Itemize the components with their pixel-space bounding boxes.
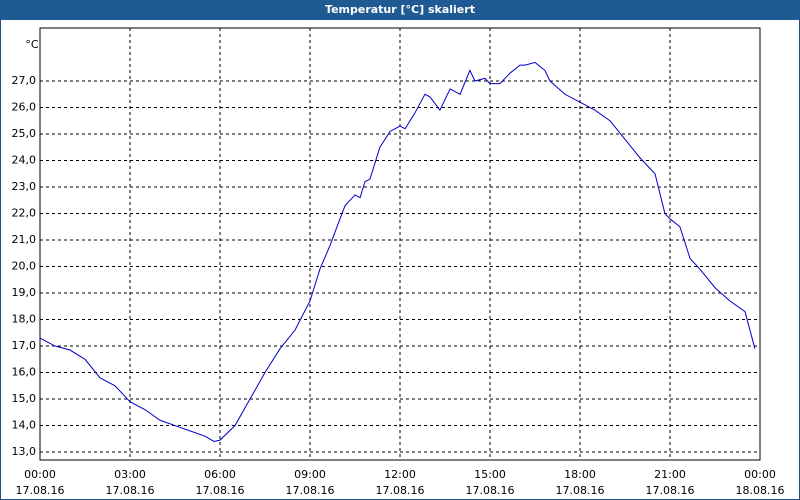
x-tick-date: 17.08.16 bbox=[16, 484, 65, 497]
x-tick-date: 17.08.16 bbox=[646, 484, 695, 497]
y-tick-label: 17,0 bbox=[12, 339, 37, 352]
y-tick-label: 23,0 bbox=[12, 180, 37, 193]
y-tick-label: 16,0 bbox=[12, 366, 37, 379]
x-tick-label: 18:00 bbox=[564, 468, 596, 481]
y-tick-label: 25,0 bbox=[12, 127, 37, 140]
x-tick-date: 17.08.16 bbox=[466, 484, 515, 497]
y-tick-label: 13,0 bbox=[12, 445, 37, 458]
data-line bbox=[39, 61, 756, 442]
y-tick-label: 15,0 bbox=[12, 392, 37, 405]
y-axis-label: °C bbox=[25, 38, 39, 51]
plot-frame bbox=[39, 27, 761, 461]
y-tick-label: 14,0 bbox=[12, 419, 37, 432]
x-tick-date: 18.08.16 bbox=[736, 484, 785, 497]
x-tick-label: 15:00 bbox=[474, 468, 506, 481]
y-tick-label: 21,0 bbox=[12, 233, 37, 246]
y-tick-label: 20,0 bbox=[12, 260, 37, 273]
x-tick-label: 00:00 bbox=[744, 468, 776, 481]
x-tick-label: 03:00 bbox=[114, 468, 146, 481]
y-tick-label: 26,0 bbox=[12, 101, 37, 114]
x-tick-date: 17.08.16 bbox=[376, 484, 425, 497]
y-tick-label: 24,0 bbox=[12, 154, 37, 167]
x-tick-label: 12:00 bbox=[384, 468, 416, 481]
x-tick-label: 00:00 bbox=[24, 468, 56, 481]
y-tick-label: 18,0 bbox=[12, 313, 37, 326]
x-tick-date: 17.08.16 bbox=[196, 484, 245, 497]
title-bar bbox=[0, 0, 800, 20]
y-tick-label: 27,0 bbox=[12, 74, 37, 87]
x-tick-label: 09:00 bbox=[294, 468, 326, 481]
chart-title: Temperatur [°C] skaliert bbox=[325, 3, 475, 16]
x-tick-date: 17.08.16 bbox=[556, 484, 605, 497]
x-tick-date: 17.08.16 bbox=[286, 484, 335, 497]
x-tick-label: 06:00 bbox=[204, 468, 236, 481]
x-tick-date: 17.08.16 bbox=[106, 484, 155, 497]
x-tick-label: 21:00 bbox=[654, 468, 686, 481]
y-tick-label: 19,0 bbox=[12, 286, 37, 299]
y-tick-label: 22,0 bbox=[12, 207, 37, 220]
